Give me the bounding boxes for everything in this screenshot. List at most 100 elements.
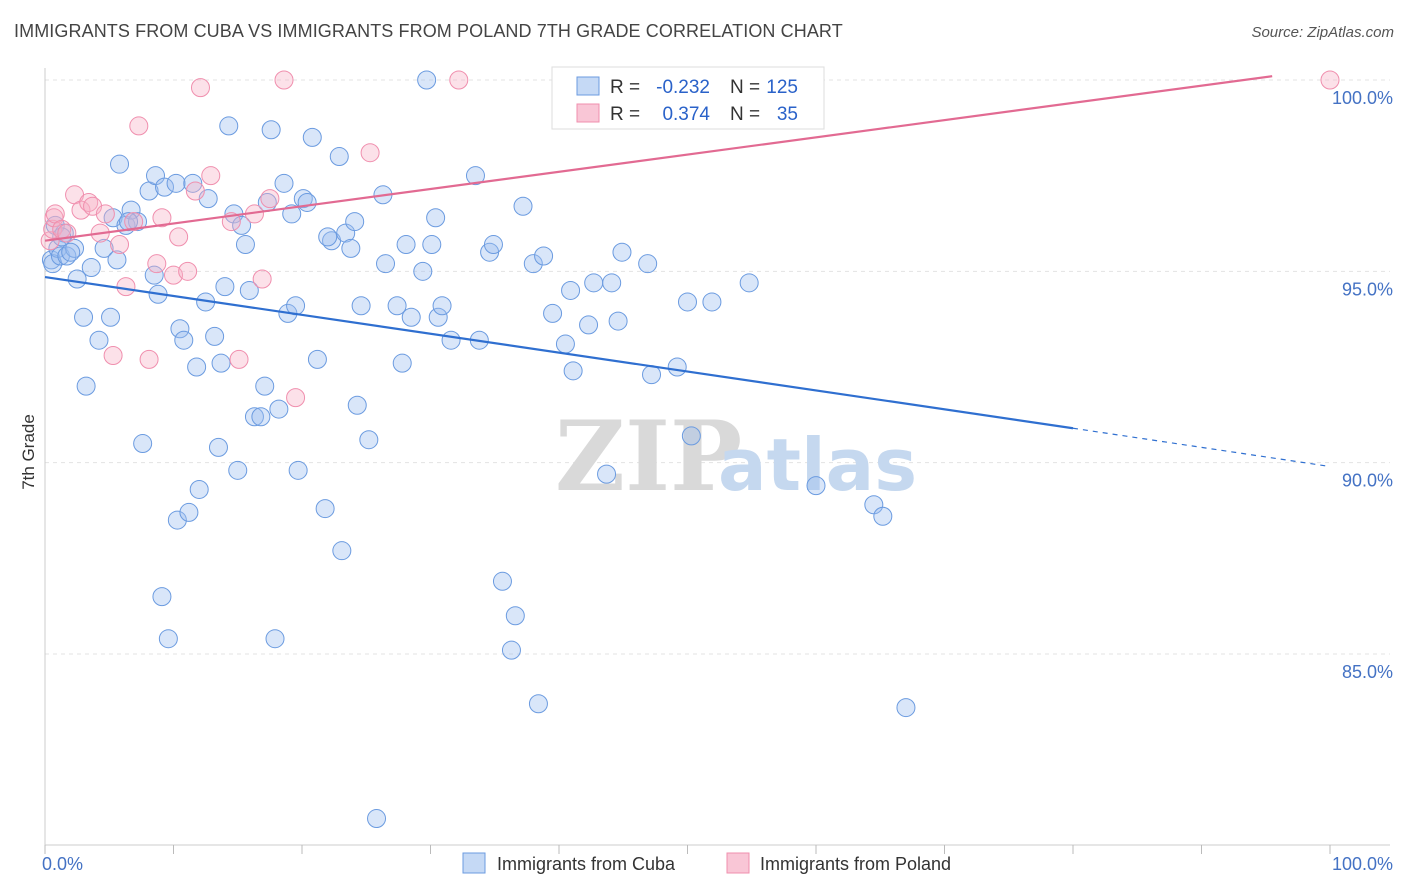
cuba-point-55 (274, 173, 294, 193)
cuba-point-108 (638, 254, 658, 274)
cuba-point-12 (89, 330, 109, 350)
poland-point-12 (103, 346, 123, 366)
cuba-point-90 (483, 235, 503, 255)
cuba-point-87 (465, 166, 485, 186)
cuba-point-106 (608, 311, 628, 331)
cuba-point-44 (228, 460, 248, 480)
legend-n-value-cuba: 125 (766, 77, 798, 98)
bottom-legend-label-poland: Immigrants from Poland (760, 854, 951, 874)
cuba-point-59 (288, 460, 308, 480)
y-axis-title: 7th Grade (19, 414, 38, 490)
x-tick-label-0: 0.0% (42, 854, 83, 874)
cuba-point-6 (57, 246, 77, 266)
cuba-point-13 (94, 238, 114, 258)
cuba-point-120 (61, 242, 81, 262)
cuba-point-35 (187, 357, 207, 377)
cuba-point-57 (282, 204, 302, 224)
cuba-point-107 (612, 242, 632, 262)
cuba-point-101 (563, 361, 583, 381)
chart-title: IMMIGRANTS FROM CUBA VS IMMIGRANTS FROM … (14, 21, 843, 41)
gridlines (45, 79, 1390, 655)
cuba-point-83 (426, 208, 446, 228)
cuba-point-50 (255, 376, 275, 396)
cuba-point-117 (873, 506, 893, 526)
cuba-point-70 (345, 212, 365, 232)
cuba-point-66 (329, 147, 349, 167)
cuba-point-40 (208, 437, 228, 457)
poland-point-19 (152, 208, 172, 228)
poland-point-27 (229, 349, 249, 369)
source-label: Source: ZipAtlas.com (1251, 24, 1394, 41)
legend-n-label-poland: N = (730, 104, 760, 125)
poland-point-14 (116, 277, 136, 297)
series-poland (40, 70, 1340, 408)
cuba-point-103 (584, 273, 604, 293)
legend-r-value-cuba: -0.232 (656, 77, 710, 98)
cuba-point-39 (205, 326, 225, 346)
cuba-point-19 (121, 200, 141, 220)
legend-n-value-poland: 35 (777, 104, 798, 125)
cuba-point-52 (261, 120, 281, 140)
watermark-atlas: atlas (718, 423, 917, 507)
bottom-legend-swatch-poland (726, 852, 750, 874)
poland-point-30 (260, 189, 280, 209)
cuba-point-79 (401, 307, 421, 327)
cuba-point-97 (534, 246, 554, 266)
trend-line-poland (44, 75, 1273, 242)
bottom-legend-label-cuba: Immigrants from Cuba (497, 854, 676, 874)
cuba-point-34 (183, 173, 203, 193)
poland-point-11 (95, 204, 115, 224)
legend-swatch-cuba (576, 76, 600, 96)
cuba-point-17 (110, 154, 130, 174)
cuba-point-122 (215, 277, 235, 297)
cuba-point-113 (702, 292, 722, 312)
cuba-point-102 (579, 315, 599, 335)
cuba-point-124 (376, 254, 396, 274)
y-tick-label-3: 100.0% (1332, 88, 1393, 108)
y-tick-label-0: 85.0% (1342, 662, 1393, 682)
bottom-legend-swatch-cuba (462, 852, 486, 874)
cuba-point-115 (806, 476, 826, 496)
poland-point-7 (71, 200, 91, 220)
poland-point-21 (169, 227, 189, 247)
cuba-point-123 (318, 227, 338, 247)
poland-point-23 (185, 181, 205, 201)
cuba-point-74 (367, 809, 387, 829)
cuba-point-91 (492, 571, 512, 591)
poland-point-24 (190, 78, 210, 98)
poland-point-25 (201, 166, 221, 186)
cuba-point-96 (528, 694, 548, 714)
cuba-point-9 (74, 307, 94, 327)
poland-point-31 (274, 70, 294, 90)
cuba-point-82 (422, 235, 442, 255)
poland-point-17 (139, 349, 159, 369)
cuba-point-95 (523, 254, 543, 274)
poland-point-32 (286, 388, 306, 408)
legend-r-label-cuba: R = (610, 77, 640, 98)
cuba-point-49 (251, 407, 271, 427)
cuba-point-118 (896, 698, 916, 718)
cuba-point-7 (65, 238, 85, 258)
cuba-point-30 (167, 510, 187, 530)
cuba-point-42 (219, 116, 239, 136)
cuba-point-11 (81, 258, 101, 278)
cuba-point-10 (76, 376, 96, 396)
poland-point-20 (164, 265, 183, 285)
cuba-point-61 (297, 192, 317, 212)
poland-point-18 (147, 254, 167, 274)
legend-swatch-poland (576, 103, 600, 123)
cuba-point-46 (235, 235, 255, 255)
poland-point-35 (1320, 70, 1340, 90)
cuba-point-62 (302, 127, 322, 147)
y-tick-label-1: 90.0% (1342, 471, 1393, 491)
cuba-point-53 (265, 629, 285, 649)
cuba-point-41 (211, 353, 231, 373)
y-tick-label-2: 95.0% (1342, 279, 1393, 299)
cuba-point-78 (396, 235, 416, 255)
cuba-point-60 (293, 189, 313, 209)
cuba-point-104 (597, 464, 617, 484)
cuba-point-54 (269, 399, 289, 419)
cuba-point-21 (133, 434, 153, 454)
legend-n-label-cuba: N = (730, 77, 760, 98)
